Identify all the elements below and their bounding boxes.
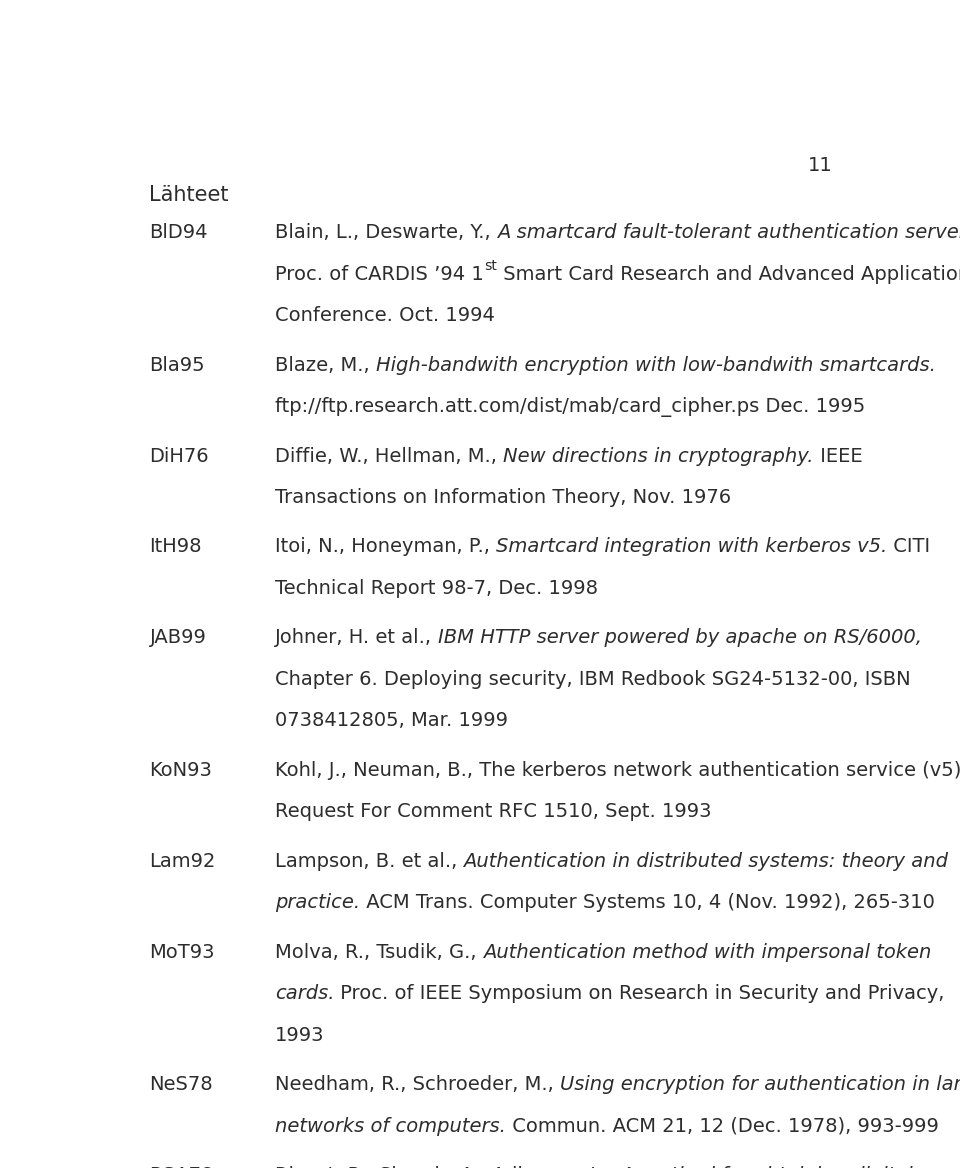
Text: 0738412805, Mar. 1999: 0738412805, Mar. 1999 — [275, 711, 508, 730]
Text: practice.: practice. — [275, 894, 360, 912]
Text: Molva, R., Tsudik, G.,: Molva, R., Tsudik, G., — [275, 943, 483, 961]
Text: BlD94: BlD94 — [150, 223, 208, 242]
Text: st: st — [484, 259, 496, 273]
Text: KoN93: KoN93 — [150, 760, 212, 780]
Text: CITI: CITI — [887, 537, 930, 556]
Text: Itoi, N., Honeyman, P.,: Itoi, N., Honeyman, P., — [275, 537, 496, 556]
Text: RSA78: RSA78 — [150, 1166, 214, 1168]
Text: Kohl, J., Neuman, B., The kerberos network authentication service (v5).: Kohl, J., Neuman, B., The kerberos netwo… — [275, 760, 960, 780]
Text: NeS78: NeS78 — [150, 1075, 213, 1094]
Text: Lampson, B. et al.,: Lampson, B. et al., — [275, 851, 464, 870]
Text: Lam92: Lam92 — [150, 851, 216, 870]
Text: Authentication in distributed systems: theory and: Authentication in distributed systems: t… — [464, 851, 948, 870]
Text: IEEE: IEEE — [814, 446, 862, 466]
Text: networks of computers.: networks of computers. — [275, 1117, 506, 1135]
Text: A smartcard fault-tolerant authentication server.: A smartcard fault-tolerant authenticatio… — [497, 223, 960, 242]
Text: Smart Card Research and Advanced Application: Smart Card Research and Advanced Applica… — [496, 265, 960, 284]
Text: Proc. of IEEE Symposium on Research in Security and Privacy,: Proc. of IEEE Symposium on Research in S… — [334, 985, 945, 1003]
Text: Authentication method with impersonal token: Authentication method with impersonal to… — [483, 943, 931, 961]
Text: cards.: cards. — [275, 985, 334, 1003]
Text: MoT93: MoT93 — [150, 943, 215, 961]
Text: Rivest, R., Shamir, A., Adleman, L.,: Rivest, R., Shamir, A., Adleman, L., — [275, 1166, 620, 1168]
Text: Diffie, W., Hellman, M.,: Diffie, W., Hellman, M., — [275, 446, 503, 466]
Text: Proc. of CARDIS ’94 1: Proc. of CARDIS ’94 1 — [275, 265, 484, 284]
Text: Bla95: Bla95 — [150, 356, 205, 375]
Text: 11: 11 — [808, 155, 833, 174]
Text: Commun. ACM 21, 12 (Dec. 1978), 993-999: Commun. ACM 21, 12 (Dec. 1978), 993-999 — [506, 1117, 939, 1135]
Text: DiH76: DiH76 — [150, 446, 209, 466]
Text: JAB99: JAB99 — [150, 628, 206, 647]
Text: IBM HTTP server powered by apache on RS/6000,: IBM HTTP server powered by apache on RS/… — [439, 628, 923, 647]
Text: Lähteet: Lähteet — [150, 185, 228, 204]
Text: A method for obtaining digital: A method for obtaining digital — [620, 1166, 912, 1168]
Text: ftp://ftp.research.att.com/dist/mab/card_cipher.ps Dec. 1995: ftp://ftp.research.att.com/dist/mab/card… — [275, 397, 865, 417]
Text: Blaze, M.,: Blaze, M., — [275, 356, 376, 375]
Text: ItH98: ItH98 — [150, 537, 202, 556]
Text: Smartcard integration with kerberos v5.: Smartcard integration with kerberos v5. — [496, 537, 887, 556]
Text: Johner, H. et al.,: Johner, H. et al., — [275, 628, 439, 647]
Text: Conference. Oct. 1994: Conference. Oct. 1994 — [275, 306, 494, 326]
Text: Using encryption for authentication in large: Using encryption for authentication in l… — [560, 1075, 960, 1094]
Text: Request For Comment RFC 1510, Sept. 1993: Request For Comment RFC 1510, Sept. 1993 — [275, 802, 711, 821]
Text: ACM Trans. Computer Systems 10, 4 (Nov. 1992), 265-310: ACM Trans. Computer Systems 10, 4 (Nov. … — [360, 894, 935, 912]
Text: Transactions on Information Theory, Nov. 1976: Transactions on Information Theory, Nov.… — [275, 488, 732, 507]
Text: New directions in cryptography.: New directions in cryptography. — [503, 446, 814, 466]
Text: Chapter 6. Deploying security, IBM Redbook SG24-5132-00, ISBN: Chapter 6. Deploying security, IBM Redbo… — [275, 670, 911, 689]
Text: 1993: 1993 — [275, 1026, 324, 1044]
Text: Blain, L., Deswarte, Y.,: Blain, L., Deswarte, Y., — [275, 223, 497, 242]
Text: High-bandwith encryption with low-bandwith smartcards.: High-bandwith encryption with low-bandwi… — [376, 356, 936, 375]
Text: Needham, R., Schroeder, M.,: Needham, R., Schroeder, M., — [275, 1075, 560, 1094]
Text: Technical Report 98-7, Dec. 1998: Technical Report 98-7, Dec. 1998 — [275, 579, 598, 598]
